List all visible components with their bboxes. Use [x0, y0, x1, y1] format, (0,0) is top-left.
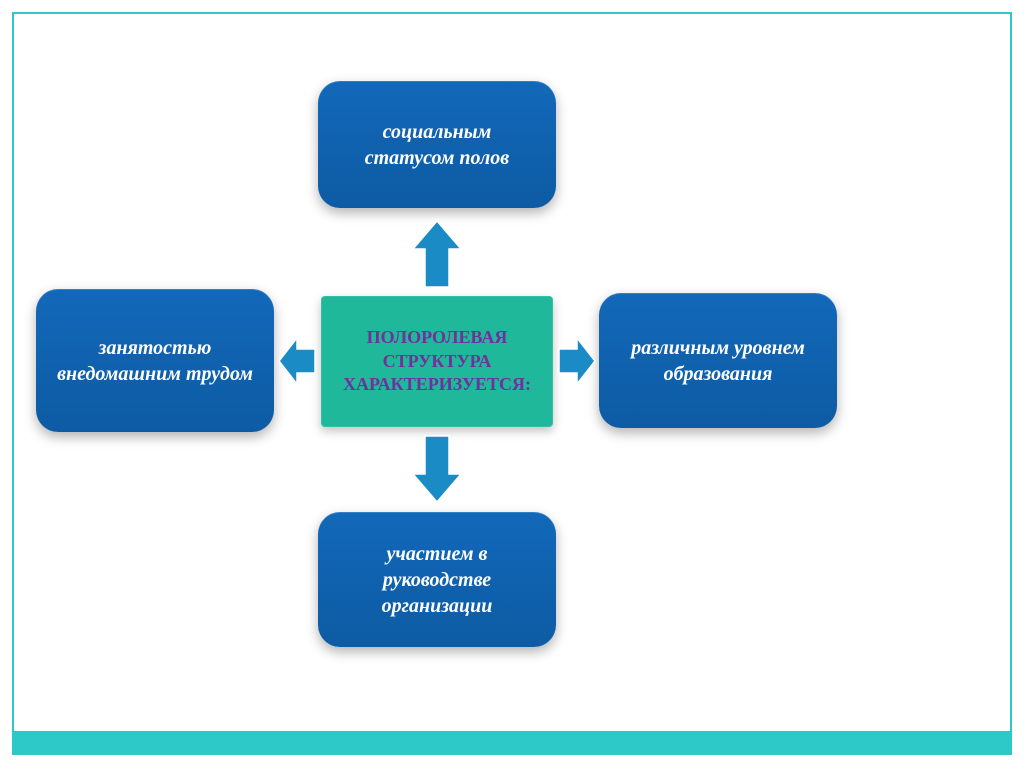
node-bottom: участием в руководстве организации — [318, 512, 556, 647]
arrow-down-icon — [413, 436, 461, 502]
arrow-left-icon — [279, 338, 315, 384]
arrow-right-icon — [559, 338, 595, 384]
node-left: занятостью внедомашним трудом — [36, 289, 274, 432]
center-node-label: ПОЛОРОЛЕВАЯ СТРУКТУРА ХАРАКТЕРИЗУЕТСЯ: — [329, 326, 545, 396]
bottom-accent-bar — [14, 731, 1010, 753]
node-left-label: занятостью внедомашним трудом — [54, 335, 256, 387]
arrow-up-icon — [413, 221, 461, 287]
diagram-canvas: ПОЛОРОЛЕВАЯ СТРУКТУРА ХАРАКТЕРИЗУЕТСЯ: с… — [14, 14, 1010, 753]
node-right: различным уровнем образования — [599, 293, 837, 428]
slide-frame: ПОЛОРОЛЕВАЯ СТРУКТУРА ХАРАКТЕРИЗУЕТСЯ: с… — [12, 12, 1012, 755]
node-top-label: социальным статусом полов — [336, 119, 538, 171]
center-node: ПОЛОРОЛЕВАЯ СТРУКТУРА ХАРАКТЕРИЗУЕТСЯ: — [321, 296, 553, 427]
node-bottom-label: участием в руководстве организации — [336, 541, 538, 619]
node-right-label: различным уровнем образования — [617, 335, 819, 387]
node-top: социальным статусом полов — [318, 81, 556, 208]
